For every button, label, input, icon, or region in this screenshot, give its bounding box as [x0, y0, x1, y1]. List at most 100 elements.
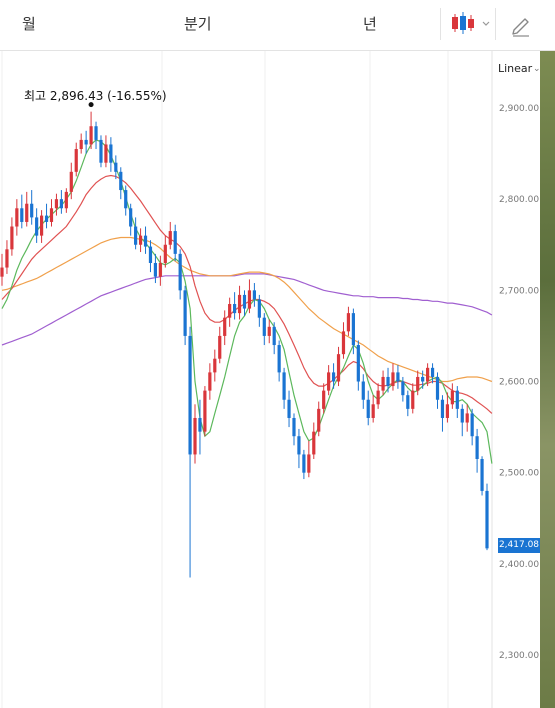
- candle: [237, 285, 242, 320]
- y-tick-label: 2,800.00: [499, 195, 539, 205]
- candle-body: [30, 203, 34, 218]
- candle: [10, 217, 14, 256]
- candle-body: [336, 354, 341, 382]
- price-chart[interactable]: 2,900.00 2,800.00 2,700.00 2,600.00 2,500.00…: [0, 51, 540, 708]
- y-tick-label: 2,400.00: [499, 560, 539, 570]
- candle-body: [89, 126, 93, 145]
- y-tick-label: 2,600.00: [499, 378, 539, 388]
- candle-body: [44, 215, 49, 222]
- tab-month[interactable]: 월: [22, 15, 36, 33]
- candle-body: [272, 326, 276, 346]
- pencil-icon: [512, 18, 529, 37]
- candle-body: [312, 431, 316, 455]
- candlestick-icon: [452, 12, 490, 34]
- candle-body: [129, 208, 133, 227]
- candle-body: [396, 372, 400, 382]
- candle: [64, 188, 68, 213]
- candle-body: [64, 191, 68, 209]
- candle-body: [20, 208, 24, 222]
- candle: [228, 297, 232, 327]
- candle: [218, 326, 222, 364]
- candle: [257, 294, 261, 327]
- candle-body: [341, 331, 346, 355]
- candle: [138, 228, 143, 253]
- max-dot: [88, 102, 94, 108]
- edit-button[interactable]: [505, 10, 537, 40]
- candle-body: [203, 390, 207, 432]
- candle-body: [401, 381, 405, 396]
- candle: [79, 133, 83, 154]
- candle: [426, 363, 430, 387]
- candle-body: [228, 304, 232, 318]
- scale-select[interactable]: Linear: [498, 62, 533, 75]
- candle-body: [74, 149, 78, 172]
- candle-body: [465, 413, 469, 423]
- candle: [198, 399, 202, 455]
- candle: [35, 208, 39, 243]
- candle: [302, 449, 306, 480]
- chart-grid: [1, 51, 493, 708]
- candle-body: [475, 436, 479, 460]
- candle-body: [193, 417, 197, 455]
- candle: [282, 367, 286, 409]
- candle: [485, 483, 489, 551]
- candle-body: [416, 376, 420, 391]
- candle: [94, 121, 98, 150]
- candle: [213, 349, 217, 382]
- candle: [381, 370, 385, 396]
- candle: [292, 413, 296, 446]
- candle: [54, 193, 59, 216]
- candle-body: [158, 262, 162, 277]
- tab-quarter[interactable]: 분기: [184, 15, 212, 33]
- candle: [114, 155, 118, 180]
- candle: [322, 383, 326, 414]
- candle-body: [223, 317, 227, 336]
- candle: [44, 203, 49, 229]
- candle-body: [277, 345, 281, 373]
- y-tick-label: 2,700.00: [499, 286, 539, 296]
- candle-body: [346, 313, 351, 332]
- candle-body: [49, 208, 54, 222]
- candle-body: [450, 390, 454, 405]
- tab-year[interactable]: 년: [363, 15, 377, 33]
- candle: [30, 190, 34, 225]
- candle-body: [153, 262, 158, 277]
- candles: [0, 111, 489, 578]
- candle: [391, 363, 395, 391]
- candle-body: [124, 190, 128, 209]
- candle: [99, 135, 103, 168]
- candle-body: [267, 326, 271, 336]
- candle: [430, 363, 435, 384]
- candle: [460, 404, 464, 437]
- candle: [193, 404, 197, 464]
- max-annotation: 최고 2,896.43 (-16.55%): [24, 89, 167, 103]
- candle-body: [178, 253, 182, 291]
- candle-body: [440, 399, 445, 418]
- candle-body: [15, 208, 19, 227]
- candle-body: [39, 215, 44, 236]
- candle-body: [35, 217, 39, 236]
- candle-body: [460, 408, 464, 423]
- candle: [465, 404, 469, 432]
- chart-type-button[interactable]: [440, 8, 496, 40]
- candle-body: [257, 299, 261, 318]
- candle: [386, 367, 390, 393]
- candle-body: [391, 372, 395, 387]
- candle: [341, 322, 346, 359]
- candle-body: [104, 144, 108, 163]
- candle: [233, 292, 237, 320]
- candle: [307, 440, 311, 478]
- candle-body: [148, 246, 153, 263]
- candle-body: [327, 372, 331, 391]
- candle-body: [480, 459, 484, 491]
- candle-body: [252, 290, 256, 300]
- candle: [371, 395, 375, 423]
- candle: [440, 395, 445, 432]
- y-tick-label: 2,300.00: [499, 651, 539, 661]
- candle: [104, 135, 108, 168]
- chevron-down-icon[interactable]: ⌄: [533, 64, 541, 74]
- candle: [74, 142, 78, 177]
- candle: [351, 308, 355, 355]
- candle: [5, 240, 9, 274]
- candle-body: [59, 199, 63, 209]
